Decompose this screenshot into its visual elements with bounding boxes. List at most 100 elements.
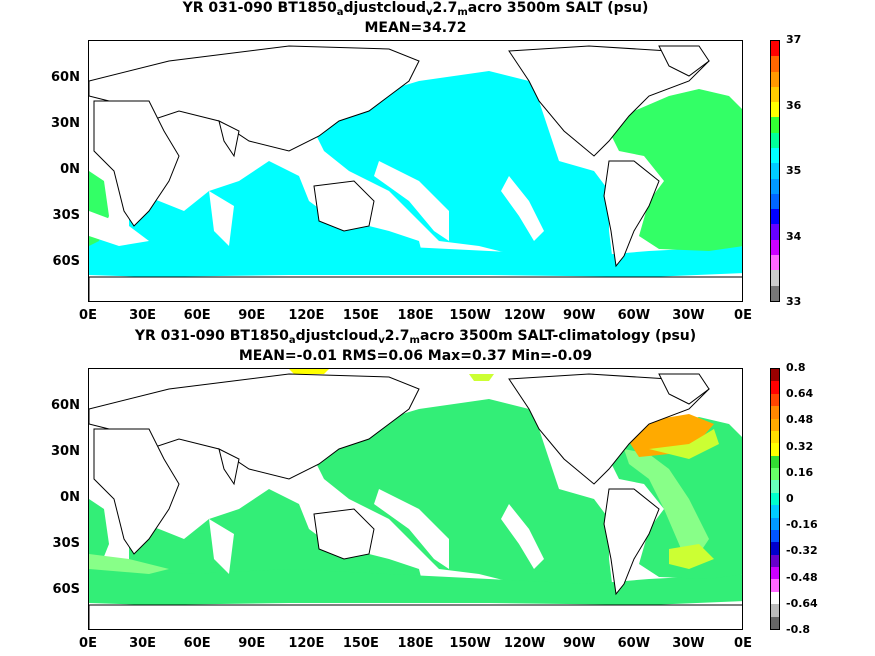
greenland-outline — [658, 45, 710, 77]
latitude-tick-label: 30N — [51, 444, 80, 459]
colorbar-swatch — [771, 71, 779, 87]
colorbar-swatch — [771, 254, 779, 271]
longitude-tick-label: 90W — [563, 636, 596, 651]
longitude-tick-label: 60W — [617, 636, 651, 651]
top-map-subtitle: MEAN=34.72 — [364, 20, 467, 36]
australia-outline — [313, 180, 375, 232]
top-salinity-map — [88, 40, 743, 302]
colorbar-swatch — [771, 117, 779, 133]
antarctica-outline — [89, 276, 742, 301]
longitude-tick-label: 90W — [563, 308, 596, 323]
latitude-tick-label: 60N — [51, 398, 80, 413]
colorbar-swatch — [771, 430, 779, 444]
north-atlantic-mid — [649, 429, 719, 459]
colorbar-swatch — [771, 393, 779, 407]
southern-ocean-diff — [89, 564, 742, 605]
africa-outline — [93, 100, 180, 227]
colorbar-swatch — [771, 591, 779, 605]
colorbar-tick-label: 0.8 — [786, 361, 806, 374]
southern-ocean-field — [89, 236, 742, 277]
colorbar-tick-label: 0 — [786, 492, 794, 505]
colorbar-tick-label: -0.48 — [786, 570, 818, 584]
longitude-tick-label: 120W — [503, 308, 546, 323]
colorbar-swatch — [771, 517, 779, 530]
longitude-tick-label: 60W — [617, 308, 651, 323]
colorbar-tick-label: 0.16 — [786, 465, 814, 479]
longitude-tick-label: 60E — [183, 636, 211, 651]
latitude-tick-label: 30S — [52, 208, 80, 223]
longitude-tick-label: 30W — [672, 308, 705, 323]
colorbar-swatch — [771, 567, 779, 580]
colorbar-swatch — [771, 542, 779, 555]
india-outline — [218, 120, 240, 158]
longitude-tick-label: 90E — [238, 308, 266, 323]
colorbar-swatch — [771, 616, 779, 629]
colorbar-tick-label: 33 — [786, 295, 802, 308]
colorbar-swatch — [771, 468, 779, 481]
longitude-tick-label: 0E — [734, 636, 752, 651]
latitude-tick-label: 30N — [51, 116, 80, 131]
colorbar-tick-label: -0.16 — [786, 518, 818, 532]
indian-ocean-field — [129, 161, 424, 271]
colorbar-swatch — [771, 406, 779, 419]
colorbar-swatch — [771, 224, 779, 240]
colorbar-swatch — [771, 579, 779, 592]
colorbar-swatch — [771, 209, 779, 225]
colorbar-tick-label: -0.8 — [786, 623, 811, 636]
longitude-tick-label: 0E — [734, 308, 752, 323]
longitude-tick-label: 180E — [397, 308, 434, 323]
colorbar-swatch — [771, 554, 779, 567]
colorbar-swatch — [771, 102, 779, 118]
longitude-tick-label: 150E — [342, 636, 379, 651]
latitude-tick-label: 60S — [52, 582, 80, 597]
colorbar-swatch — [771, 505, 779, 518]
longitude-tick-label: 120E — [288, 636, 325, 651]
colorbar-tick-label: 0.48 — [786, 413, 814, 427]
colorbar-swatch — [771, 239, 779, 255]
atlantic-positive-band — [624, 449, 709, 569]
longitude-tick-label: 30E — [129, 308, 157, 323]
indian-ocean-diff — [129, 489, 424, 599]
top-map-title: YR 031-090 BT1850adjustcloudv2.7macro 35… — [182, 0, 649, 18]
colorbar-tick-label: -0.32 — [786, 544, 818, 558]
colorbar-swatch — [771, 480, 779, 493]
south-atlantic-mid — [669, 544, 714, 569]
south-indian-positive — [89, 554, 169, 574]
colorbar-swatch — [771, 455, 779, 468]
longitude-tick-label: 150W — [449, 308, 491, 323]
colorbar-swatch — [771, 132, 779, 148]
longitude-tick-label: 120E — [288, 308, 325, 323]
colorbar-swatch — [771, 178, 779, 194]
colorbar-tick-label: 0.64 — [786, 387, 814, 401]
latitude-tick-label: 0N — [60, 162, 80, 177]
colorbar-swatch — [771, 418, 779, 431]
longitude-tick-label: 90E — [238, 636, 266, 651]
colorbar-swatch — [771, 369, 779, 382]
colorbar-tick-label: 34 — [786, 229, 802, 243]
colorbar-swatch — [771, 285, 779, 301]
bottom-difference-map — [88, 368, 743, 630]
colorbar-swatch — [771, 147, 779, 164]
longitude-tick-label: 150E — [342, 308, 379, 323]
colorbar-swatch — [771, 41, 779, 57]
longitude-tick-label: 30W — [672, 636, 705, 651]
colorbar-swatch — [771, 492, 779, 506]
longitude-tick-label: 180E — [397, 636, 434, 651]
latitude-tick-label: 30S — [52, 536, 80, 551]
colorbar-swatch — [771, 56, 779, 72]
longitude-tick-label: 120W — [503, 636, 546, 651]
longitude-tick-label: 30E — [129, 636, 157, 651]
bottom-colorbar — [770, 368, 780, 630]
top-colorbar — [770, 40, 780, 302]
colorbar-tick-label: 0.32 — [786, 439, 814, 453]
longitude-tick-label: 0E — [79, 308, 97, 323]
atlantic-ocean-field — [609, 89, 742, 251]
latitude-tick-label: 60S — [52, 254, 80, 269]
longitude-tick-label: 60E — [183, 308, 211, 323]
colorbar-swatch — [771, 270, 779, 286]
longitude-tick-label: 150W — [449, 636, 491, 651]
colorbar-tick-label: 35 — [786, 164, 802, 177]
latitude-tick-label: 0N — [60, 490, 80, 505]
latitude-tick-label: 60N — [51, 70, 80, 85]
colorbar-tick-label: 37 — [786, 33, 802, 46]
